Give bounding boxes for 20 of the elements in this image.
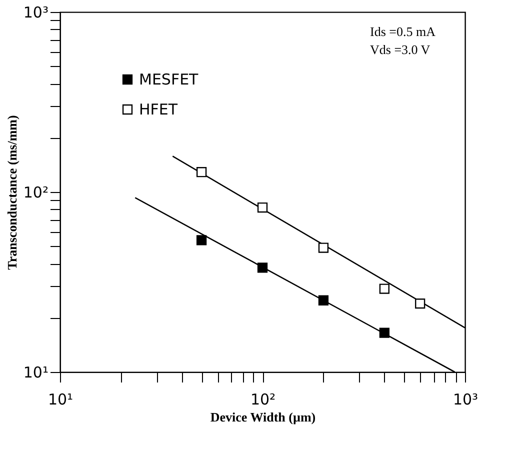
x-axis-title: Device Width (µm) xyxy=(210,410,316,424)
y-tick-label: 10³ xyxy=(23,4,48,22)
legend-label: HFET xyxy=(139,100,178,118)
point xyxy=(196,235,207,246)
y-axis-title: Transconductance (ms/mm) xyxy=(4,115,20,270)
x-tick-label: 10² xyxy=(250,390,276,408)
annotation: Vds =3.0 V xyxy=(370,42,431,57)
point xyxy=(257,262,268,273)
x-tick-label: 10³ xyxy=(452,390,478,408)
point xyxy=(196,167,207,178)
point xyxy=(257,202,268,213)
y-tick-label: 10¹ xyxy=(23,364,48,382)
point xyxy=(379,328,390,338)
point xyxy=(379,284,390,294)
point xyxy=(318,242,329,253)
y-tick-label: 10² xyxy=(23,184,48,202)
legend-label: MESFET xyxy=(139,70,200,88)
point xyxy=(318,295,329,306)
annotation: Ids =0.5 mA xyxy=(370,24,436,39)
x-tick-label: 10¹ xyxy=(48,390,74,408)
